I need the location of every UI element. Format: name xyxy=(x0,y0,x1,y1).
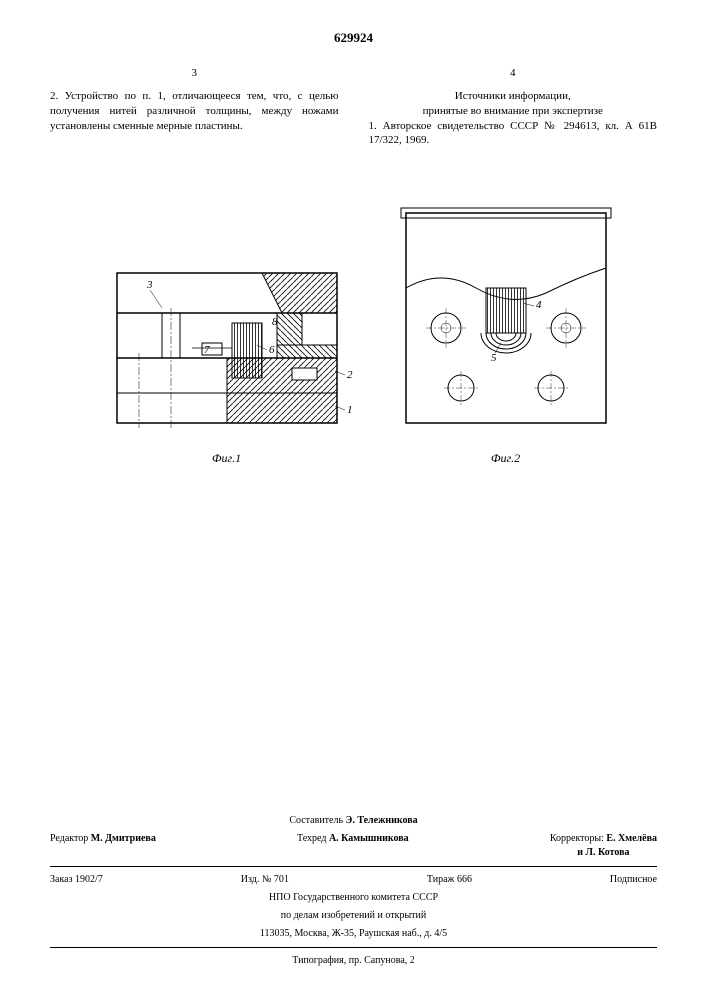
compiler-label: Составитель xyxy=(289,815,343,826)
org2: по делам изобретений и открытий xyxy=(50,907,657,925)
org1: НПО Государственного комитета СССР xyxy=(50,889,657,907)
editor: М. Дмитриева xyxy=(91,833,156,844)
left-text: 2. Устройство по п. 1, отличающееся тем,… xyxy=(50,89,339,134)
fig1-label-3: 3 xyxy=(146,279,153,291)
right-line3: 1. Авторское свидетельство СССР № 294613… xyxy=(369,119,658,149)
fig2-caption: Фиг.2 xyxy=(381,451,631,466)
order: Заказ 1902/7 xyxy=(50,873,103,887)
right-text: Источники информации, принятые во вниман… xyxy=(369,89,658,148)
fig1-label-7: 7 xyxy=(204,344,210,356)
fig2-label-5: 5 xyxy=(491,352,497,364)
fig2-label-4: 4 xyxy=(536,299,542,311)
right-col-num: 4 xyxy=(369,66,658,81)
right-line1: Источники информации, xyxy=(369,89,658,104)
fig2-svg: 4 5 xyxy=(381,193,631,443)
text-columns: 3 2. Устройство по п. 1, отличающееся те… xyxy=(50,66,657,148)
right-line2: принятые во внимание при экспертизе xyxy=(369,104,658,119)
tehred-label: Техред xyxy=(297,833,326,844)
right-column: 4 Источники информации, принятые во вним… xyxy=(369,66,658,148)
left-column: 3 2. Устройство по п. 1, отличающееся те… xyxy=(50,66,339,148)
compiler: Э. Тележникова xyxy=(346,815,418,826)
fig1-svg: 3 8 7 6 2 1 xyxy=(77,253,377,443)
typography: Типография, пр. Сапунова, 2 xyxy=(50,952,657,970)
tehred: А. Камышникова xyxy=(329,833,409,844)
corrector-label: Корректоры: xyxy=(550,833,604,844)
footer: Составитель Э. Тележникова Редактор М. Д… xyxy=(50,812,657,970)
figure-2: 4 5 Фиг.2 xyxy=(381,193,631,466)
izd: Изд. № 701 xyxy=(241,873,289,887)
fig1-label-6: 6 xyxy=(269,344,275,356)
figure-1: 3 8 7 6 2 1 Фиг.1 xyxy=(77,253,377,466)
tirage: Тираж 666 xyxy=(427,873,472,887)
fig1-label-2: 2 xyxy=(347,369,353,381)
fig1-label-1: 1 xyxy=(347,404,353,416)
corrector2: и Л. Котова xyxy=(577,847,629,858)
patent-number: 629924 xyxy=(50,30,657,46)
subscription: Подписное xyxy=(610,873,657,887)
fig1-caption: Фиг.1 xyxy=(77,451,377,466)
editor-label: Редактор xyxy=(50,833,88,844)
address: 113035, Москва, Ж-35, Раушская наб., д. … xyxy=(50,925,657,943)
left-col-num: 3 xyxy=(50,66,339,81)
corrector1: Е. Хмелёва xyxy=(606,833,657,844)
fig1-label-8: 8 xyxy=(272,316,278,328)
figures-container: 3 8 7 6 2 1 Фиг.1 xyxy=(50,178,657,481)
